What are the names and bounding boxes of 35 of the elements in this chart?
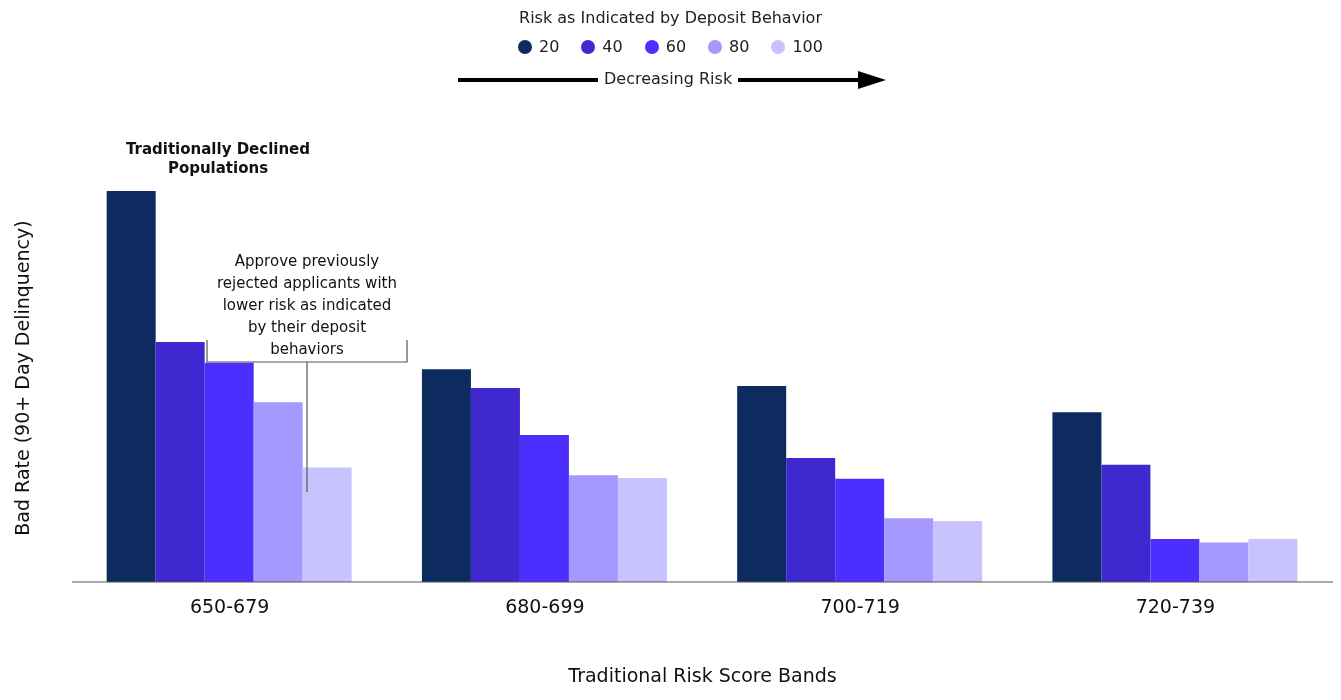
legend-label: 80: [729, 37, 750, 56]
bar: [617, 477, 667, 582]
annotation: Approve previously rejected applicants with lower risk as indicated by their deposit behaviors: [216, 251, 398, 360]
bar: [786, 458, 836, 582]
bar: [835, 478, 885, 582]
bar: [421, 369, 471, 582]
bar: [519, 434, 569, 582]
bar: [1101, 464, 1151, 582]
x-tick-label: 720-739: [1135, 595, 1216, 618]
legend-label: 60: [665, 37, 687, 56]
legend-label: 20: [539, 37, 560, 56]
bar: [106, 191, 156, 582]
text: Decreasing Risk: [598, 69, 739, 88]
bar: [253, 402, 303, 582]
x-tick-label: 650-679: [189, 595, 270, 618]
bar: [470, 388, 520, 582]
bar: [1248, 538, 1298, 582]
bar: [1150, 538, 1200, 582]
bar: [568, 475, 618, 582]
x-tick-label: 680-699: [505, 595, 585, 618]
bar: [884, 518, 934, 582]
x-axis-title: Traditional Risk Score Bands: [567, 664, 837, 686]
bar: [1052, 412, 1102, 582]
bar: [302, 467, 352, 582]
legend-title: Risk as Indicated by Deposit Behavior: [518, 8, 823, 27]
bar: [204, 362, 254, 582]
legend-label: 40: [602, 37, 623, 56]
bar: [1199, 542, 1249, 582]
bar: [737, 386, 787, 582]
bar: [155, 341, 205, 582]
text: Traditionally Declined Populations: [124, 140, 312, 178]
y-axis-title: Bad Rate (90+ Day Delinquency): [11, 220, 33, 536]
bar: [933, 521, 983, 582]
legend-label: 100: [792, 37, 823, 56]
x-tick-label: 700-719: [820, 595, 900, 618]
